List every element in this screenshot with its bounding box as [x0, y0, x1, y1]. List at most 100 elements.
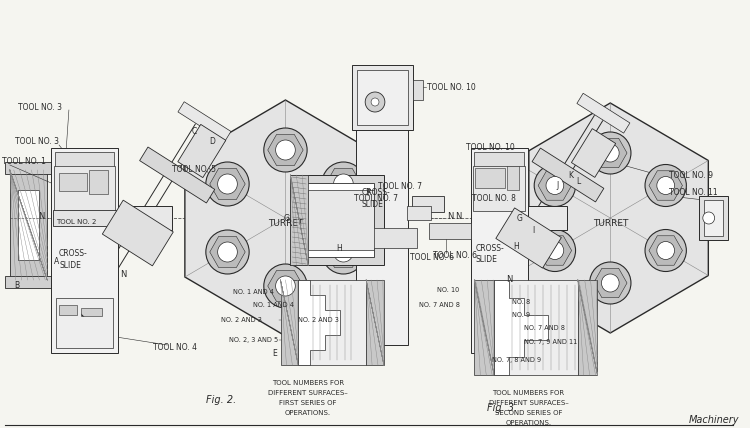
Text: N: N — [38, 211, 44, 220]
Circle shape — [322, 162, 365, 206]
Bar — [413, 196, 444, 212]
Circle shape — [602, 144, 619, 162]
Circle shape — [275, 140, 296, 160]
Polygon shape — [184, 100, 386, 336]
Bar — [5, 276, 52, 288]
Text: NO. 1 AND 4: NO. 1 AND 4 — [233, 289, 274, 295]
Circle shape — [371, 98, 379, 106]
Text: TOOL NO. 5: TOOL NO. 5 — [172, 166, 216, 175]
Polygon shape — [649, 236, 682, 265]
Text: SLIDE: SLIDE — [476, 256, 497, 265]
Text: L: L — [576, 176, 580, 185]
Text: NO. 7 AND 8: NO. 7 AND 8 — [419, 302, 460, 308]
Text: Machinery: Machinery — [689, 415, 740, 425]
Text: TOOL NO. 6: TOOL NO. 6 — [410, 253, 454, 262]
Polygon shape — [494, 280, 548, 375]
Polygon shape — [593, 138, 627, 168]
Text: N: N — [506, 275, 512, 284]
Text: SLIDE: SLIDE — [59, 261, 81, 270]
Bar — [356, 110, 407, 345]
Text: NO. 2 AND 3: NO. 2 AND 3 — [221, 317, 262, 323]
Polygon shape — [538, 171, 572, 200]
Text: H: H — [337, 244, 343, 253]
Text: CROSS-: CROSS- — [362, 187, 390, 196]
Text: N: N — [120, 270, 127, 279]
Polygon shape — [577, 93, 630, 133]
Circle shape — [206, 162, 249, 206]
Circle shape — [546, 176, 564, 194]
Circle shape — [657, 241, 674, 259]
Text: OPERATIONS.: OPERATIONS. — [285, 410, 332, 416]
Polygon shape — [210, 168, 245, 199]
Bar — [53, 210, 116, 226]
Text: N: N — [455, 211, 462, 220]
Bar — [51, 148, 118, 353]
Bar — [578, 280, 598, 375]
Polygon shape — [532, 148, 604, 202]
Bar — [352, 65, 413, 130]
Text: CROSS-: CROSS- — [476, 244, 504, 253]
Text: NO. 7, 9 AND 11: NO. 7, 9 AND 11 — [524, 339, 577, 345]
Bar — [494, 280, 578, 375]
Circle shape — [206, 230, 249, 274]
Text: TOOL NO. 2: TOOL NO. 2 — [56, 219, 97, 225]
Bar — [56, 298, 113, 348]
Circle shape — [590, 132, 631, 174]
Text: TURRET: TURRET — [592, 219, 628, 228]
Bar — [59, 305, 76, 315]
Bar — [10, 170, 47, 280]
Bar — [55, 152, 114, 182]
Bar — [475, 280, 494, 375]
Bar — [81, 308, 102, 316]
Bar — [88, 170, 108, 194]
Polygon shape — [326, 236, 362, 268]
Polygon shape — [326, 168, 362, 199]
Circle shape — [534, 229, 575, 271]
Bar — [475, 152, 524, 182]
Circle shape — [334, 242, 353, 262]
Bar — [507, 166, 519, 190]
Polygon shape — [140, 147, 214, 203]
Text: TOOL NO. 11: TOOL NO. 11 — [669, 187, 718, 196]
Text: NO. 10: NO. 10 — [437, 287, 459, 293]
Text: TOOL NO. 6: TOOL NO. 6 — [433, 252, 477, 261]
Text: F: F — [366, 188, 370, 197]
Circle shape — [534, 164, 575, 206]
Polygon shape — [512, 103, 708, 333]
Text: E: E — [273, 348, 278, 357]
Text: G: G — [284, 214, 290, 223]
Circle shape — [645, 164, 686, 206]
Text: Fig. 2.: Fig. 2. — [206, 395, 236, 405]
Text: Fig. 3.: Fig. 3. — [487, 403, 518, 413]
Circle shape — [217, 174, 237, 194]
Bar — [470, 148, 527, 353]
Circle shape — [334, 174, 353, 194]
Polygon shape — [538, 236, 572, 265]
Circle shape — [264, 128, 307, 172]
Circle shape — [546, 241, 564, 259]
Text: J: J — [556, 181, 559, 190]
Bar — [357, 70, 409, 125]
Text: TOOL NUMBERS FOR: TOOL NUMBERS FOR — [493, 390, 565, 396]
Polygon shape — [298, 280, 340, 365]
Bar — [300, 183, 374, 257]
Text: A: A — [54, 258, 59, 267]
Bar — [527, 206, 567, 230]
Text: NO. 2, 3 AND 5: NO. 2, 3 AND 5 — [230, 337, 278, 343]
Text: B: B — [13, 280, 19, 289]
Bar — [290, 175, 384, 265]
Text: TOOL NO. 7: TOOL NO. 7 — [378, 181, 422, 190]
Text: TOOL NO. 10: TOOL NO. 10 — [427, 83, 476, 92]
Polygon shape — [593, 268, 627, 298]
Text: SLIDE: SLIDE — [362, 199, 383, 208]
Text: I: I — [532, 226, 535, 235]
Bar — [406, 206, 431, 220]
Text: TOOL NO. 10: TOOL NO. 10 — [466, 143, 514, 152]
Bar — [298, 280, 366, 365]
Bar — [308, 190, 374, 250]
Polygon shape — [178, 102, 231, 142]
Text: SECOND SERIES OF: SECOND SERIES OF — [495, 410, 562, 416]
Bar — [366, 280, 384, 365]
Circle shape — [657, 176, 674, 194]
Text: K: K — [568, 170, 573, 179]
